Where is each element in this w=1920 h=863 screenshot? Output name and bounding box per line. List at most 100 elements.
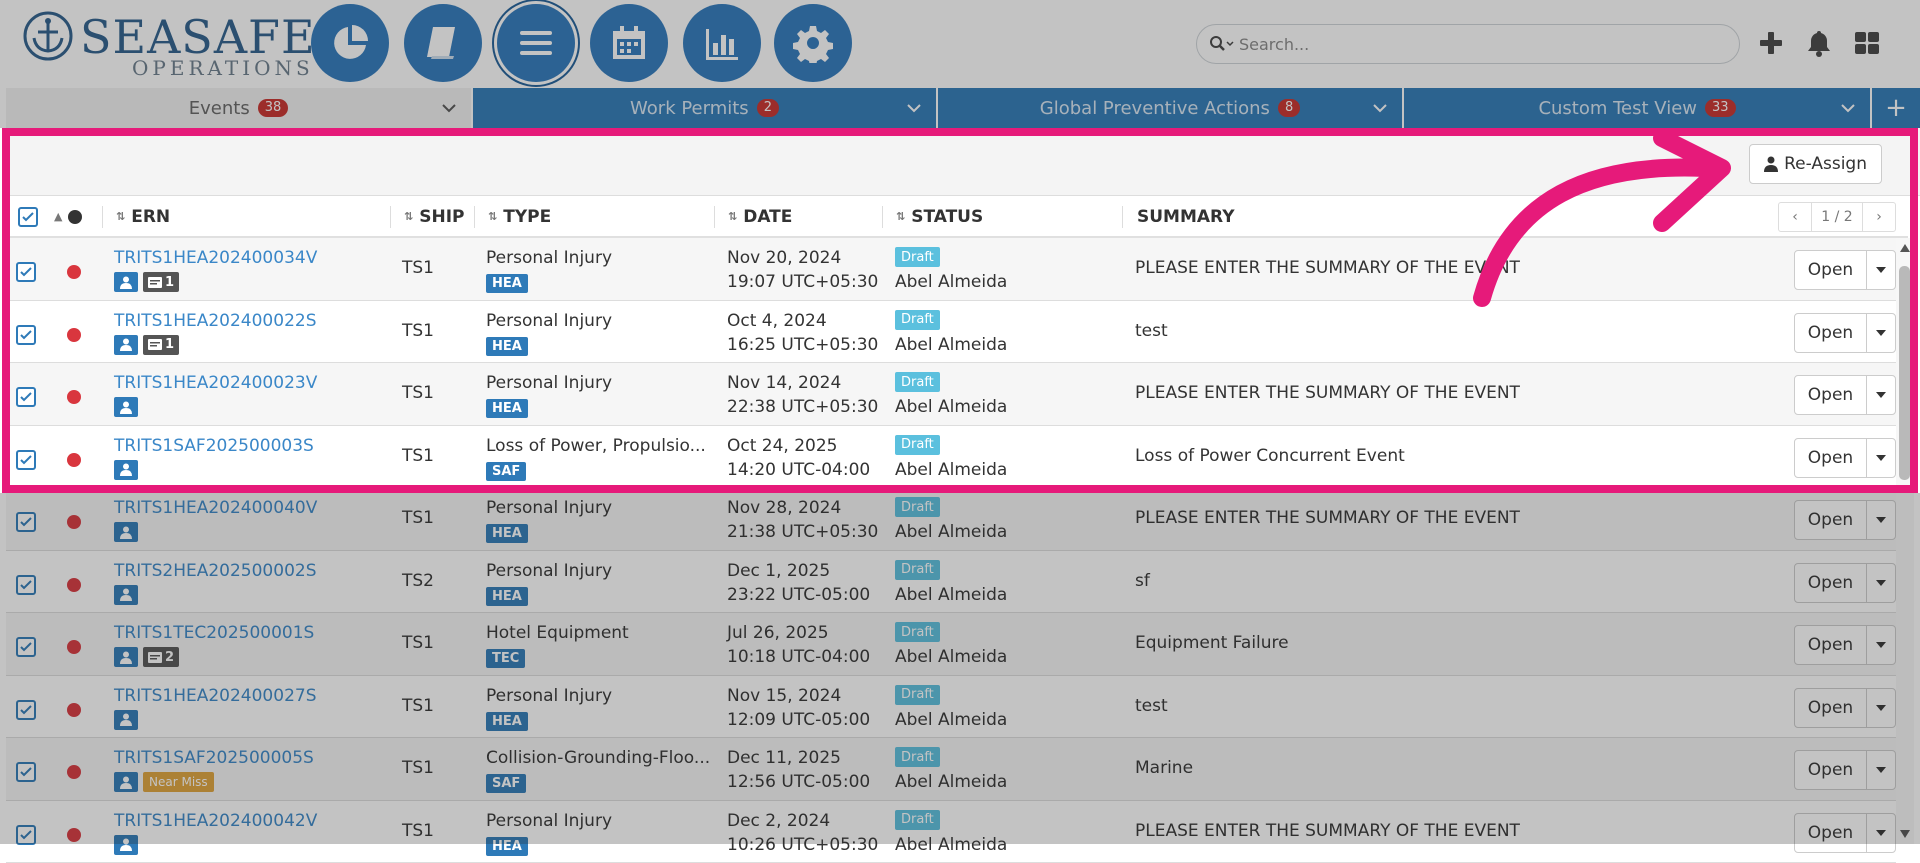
open-dropdown-button[interactable] — [1867, 439, 1895, 477]
open-dropdown-button[interactable] — [1867, 626, 1895, 664]
scroll-down-icon[interactable] — [1900, 830, 1910, 838]
ern-link[interactable]: TRITS1HEA202400023V — [114, 373, 317, 393]
open-dropdown-button[interactable] — [1867, 689, 1895, 727]
search-box[interactable]: Search... — [1196, 24, 1740, 64]
open-button[interactable]: Open — [1795, 689, 1867, 727]
open-button[interactable]: Open — [1795, 814, 1867, 852]
message-count-badge[interactable]: 1 — [143, 335, 179, 355]
date-column-header[interactable]: ⇅DATE — [728, 196, 792, 238]
row-checkbox[interactable] — [16, 450, 36, 470]
ern-link[interactable]: TRITS1TEC202500001S — [114, 623, 314, 643]
ern-link[interactable]: TRITS1HEA202400022S — [114, 311, 317, 331]
apps-grid-button[interactable] — [1850, 26, 1884, 60]
assignee-icon[interactable] — [114, 335, 138, 355]
assignee-icon[interactable] — [114, 397, 138, 417]
user-icon — [1764, 156, 1778, 172]
open-button[interactable]: Open — [1795, 564, 1867, 602]
assignee-icon[interactable] — [114, 522, 138, 542]
open-button[interactable]: Open — [1795, 751, 1867, 789]
open-dropdown-button[interactable] — [1867, 501, 1895, 539]
nav-dashboard-button[interactable] — [311, 4, 389, 82]
row-checkbox[interactable] — [16, 575, 36, 595]
ern-link[interactable]: TRITS1HEA202400034V — [114, 248, 317, 268]
open-button[interactable]: Open — [1795, 626, 1867, 664]
row-checkbox[interactable] — [16, 325, 36, 345]
scroll-up-icon[interactable] — [1900, 244, 1910, 252]
seasafe-logo[interactable]: SEASAFE OPERATIONS — [22, 8, 284, 74]
open-button[interactable]: Open — [1795, 251, 1867, 289]
ern-link[interactable]: TRITS2HEA202500002S — [114, 561, 317, 581]
open-button[interactable]: Open — [1795, 314, 1867, 352]
row-checkbox[interactable] — [16, 637, 36, 657]
assignee-icon[interactable] — [114, 647, 138, 667]
search-icon[interactable] — [1209, 34, 1237, 54]
tab-global-preventive-actions[interactable]: Global Preventive Actions 8 — [938, 88, 1404, 128]
nav-list-button[interactable] — [497, 4, 575, 82]
ern-link[interactable]: TRITS1SAF202500003S — [114, 436, 314, 456]
row-checkbox[interactable] — [16, 700, 36, 720]
row-checkbox[interactable] — [16, 512, 36, 532]
scroll-thumb[interactable] — [1899, 266, 1910, 480]
row-checkbox[interactable] — [16, 262, 36, 282]
ern-link[interactable]: TRITS1HEA202400040V — [114, 498, 317, 518]
message-count-badge[interactable]: 1 — [143, 272, 179, 292]
priority-column-header[interactable]: ▲ — [54, 196, 82, 238]
assignee-icon[interactable] — [114, 835, 138, 855]
ern-link[interactable]: TRITS1HEA202400042V — [114, 811, 317, 831]
nav-calendar-button[interactable] — [590, 4, 668, 82]
message-count-badge[interactable]: 2 — [143, 647, 179, 667]
row-checkbox[interactable] — [16, 825, 36, 845]
ern-column-header[interactable]: ⇅ERN — [116, 196, 170, 238]
type-column-header[interactable]: ⇅TYPE — [488, 196, 551, 238]
chevron-down-icon[interactable] — [906, 100, 922, 116]
next-page-button[interactable]: › — [1863, 203, 1895, 231]
prev-page-button[interactable]: ‹ — [1779, 203, 1811, 231]
table-scrollbar[interactable] — [1896, 238, 1914, 844]
notifications-button[interactable] — [1802, 26, 1836, 60]
open-dropdown-button[interactable] — [1867, 564, 1895, 602]
assignee-icon[interactable] — [114, 585, 138, 605]
tab-events[interactable]: Events 38 — [6, 88, 473, 128]
ship-column-header[interactable]: ⇅SHIP — [404, 196, 464, 238]
open-button[interactable]: Open — [1795, 376, 1867, 414]
chevron-down-icon[interactable] — [441, 100, 457, 116]
row-checkbox[interactable] — [16, 387, 36, 407]
reassign-button[interactable]: Re-Assign — [1749, 144, 1882, 184]
chevron-down-icon[interactable] — [1372, 100, 1388, 116]
open-dropdown-button[interactable] — [1867, 314, 1895, 352]
nav-reports-button[interactable] — [683, 4, 761, 82]
nav-settings-button[interactable] — [774, 4, 852, 82]
open-button[interactable]: Open — [1795, 501, 1867, 539]
chevron-down-icon[interactable] — [1840, 100, 1856, 116]
row-checkbox[interactable] — [16, 762, 36, 782]
open-dropdown-button[interactable] — [1867, 814, 1895, 852]
open-dropdown-button[interactable] — [1867, 376, 1895, 414]
open-dropdown-button[interactable] — [1867, 251, 1895, 289]
open-dropdown-button[interactable] — [1867, 751, 1895, 789]
assignee-icon[interactable] — [114, 272, 138, 292]
select-all-checkbox[interactable] — [18, 207, 38, 227]
add-tab-button[interactable]: + — [1872, 88, 1920, 128]
assignee-icon[interactable] — [114, 710, 138, 730]
nav-manual-button[interactable] — [404, 4, 482, 82]
open-button[interactable]: Open — [1795, 439, 1867, 477]
assignee-icon[interactable] — [114, 772, 138, 792]
ern-link[interactable]: TRITS1HEA202400027S — [114, 686, 317, 706]
add-button[interactable] — [1754, 26, 1788, 60]
tab-work-permits[interactable]: Work Permits 2 — [473, 88, 938, 128]
ern-link[interactable]: TRITS1SAF202500005S — [114, 748, 314, 768]
tab-custom-test-view[interactable]: Custom Test View 33 — [1404, 88, 1872, 128]
search-input[interactable]: Search... — [1239, 35, 1309, 54]
status-column-header[interactable]: ⇅STATUS — [896, 196, 983, 238]
assignee-icon[interactable] — [114, 460, 138, 480]
